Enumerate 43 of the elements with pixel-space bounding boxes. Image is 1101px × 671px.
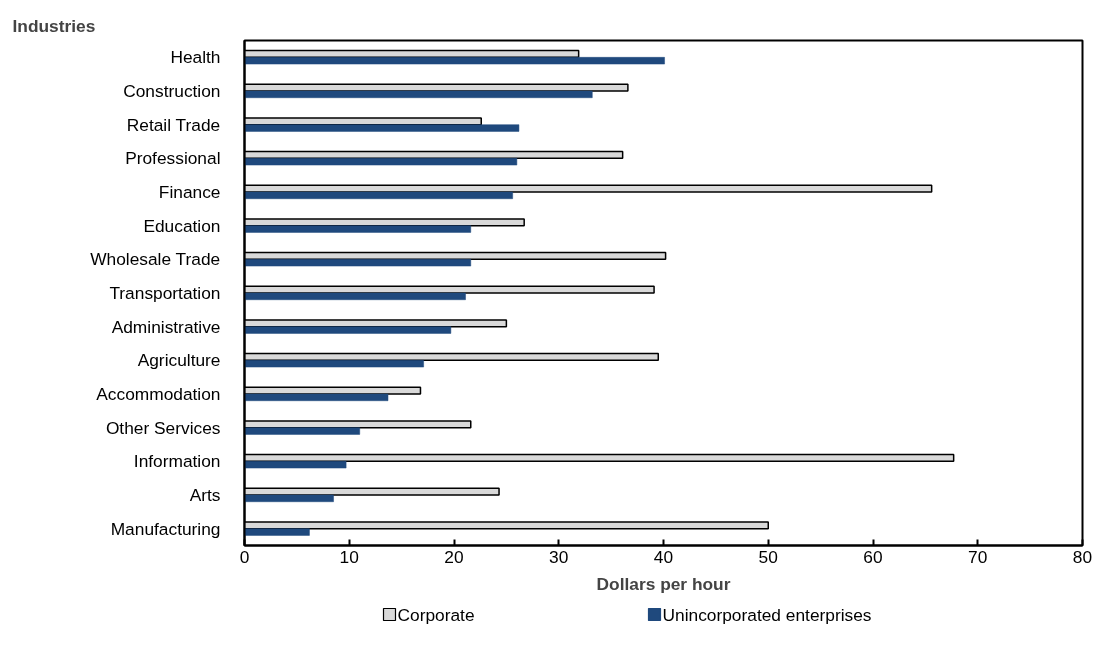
bar (244, 528, 310, 536)
y-tick-label: Retail Trade (126, 114, 221, 135)
bar (244, 57, 665, 65)
y-tick-label: Information (133, 451, 221, 472)
y-tick-label: Education (143, 215, 221, 236)
text: Industries (12, 15, 96, 36)
legend-label: Unincorporated enterprises (662, 604, 872, 625)
y-tick-label: Other Services (105, 417, 221, 438)
x-tick-label: 30 (549, 546, 569, 567)
x-tick-label: 80 (1072, 546, 1093, 567)
x-tick-label: 10 (339, 546, 359, 567)
y-tick-label: Accommodation (96, 384, 221, 404)
x-tick-label: 70 (968, 546, 988, 567)
bar (244, 393, 389, 401)
legend-label: Corporate (397, 604, 475, 625)
bar (244, 494, 334, 502)
bar (244, 90, 593, 98)
y-tick-label: Administrative (111, 316, 221, 337)
bar (244, 124, 520, 132)
x-tick-label: 40 (653, 546, 674, 567)
bar (244, 461, 347, 469)
y-tick-label: Manufacturing (110, 518, 221, 539)
bar (244, 427, 360, 435)
bar (244, 326, 452, 334)
x-tick-label: 20 (444, 546, 464, 567)
y-tick-label: Health (170, 47, 221, 68)
y-tick-label: Construction (123, 81, 221, 101)
bar (244, 225, 472, 233)
x-tick-label: 0 (239, 546, 250, 567)
bar (244, 360, 424, 368)
x-axis-title: Dollars per hour (596, 573, 731, 594)
y-tick-label: Agriculture (137, 350, 221, 371)
y-tick-label: Arts (189, 485, 221, 505)
y-tick-label: Transportation (109, 283, 221, 303)
bar (244, 158, 518, 166)
bar (244, 191, 513, 199)
y-tick-label: Wholesale Trade (90, 249, 221, 270)
bar (244, 259, 472, 267)
x-tick-label: 50 (758, 546, 778, 567)
x-tick-label: 60 (863, 546, 883, 567)
bar (244, 292, 466, 300)
y-tick-label: Finance (158, 182, 221, 202)
y-tick-label: Professional (125, 148, 221, 169)
